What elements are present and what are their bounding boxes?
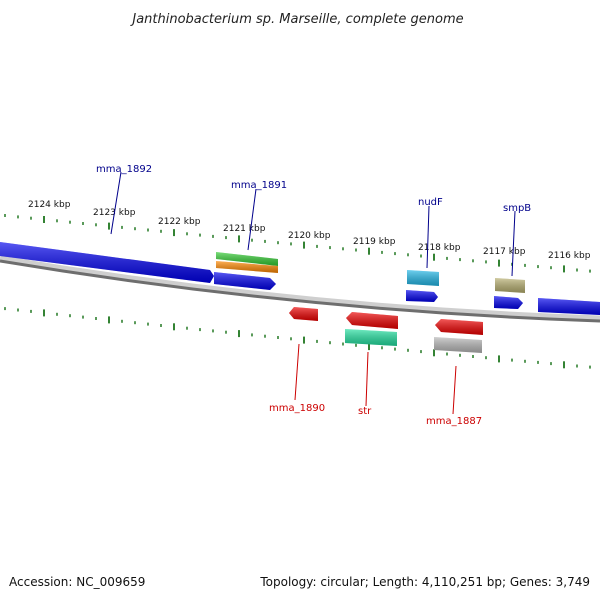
scale-label-2116: 2116 kbp	[548, 251, 591, 261]
label-connector-nudf	[426, 205, 430, 269]
label-connector-mma-1892	[110, 171, 122, 235]
scale-label-2117: 2117 kbp	[483, 247, 526, 257]
forward-scale-ticks	[4, 214, 591, 273]
label-connector-mma-1887	[452, 365, 457, 415]
scale-label-2120: 2120 kbp	[288, 231, 331, 241]
label-connector-mma-1890	[294, 343, 300, 401]
scale-label-2118: 2118 kbp	[418, 243, 461, 253]
label-connector-str	[365, 351, 369, 407]
gene-label-mma-1891[interactable]: mma_1891	[231, 180, 287, 191]
scale-label-2122: 2122 kbp	[158, 217, 201, 227]
label-connector-mma-1891	[247, 188, 257, 251]
gene-label-mma-1892[interactable]: mma_1892	[96, 164, 152, 175]
accession-text: Accession: NC_009659	[9, 575, 145, 589]
reverse-scale-ticks	[4, 307, 591, 369]
map-title: Janthinobacterium sp. Marseille, complet…	[129, 12, 463, 27]
scale-label-2119: 2119 kbp	[353, 237, 396, 247]
genome-summary-text: Topology: circular; Length: 4,110,251 bp…	[259, 575, 590, 589]
gene-label-smpb[interactable]: smpB	[503, 203, 531, 214]
gene-label-mma-1887[interactable]: mma_1887	[426, 416, 482, 427]
genome-backbone-shadow	[0, 255, 600, 321]
scale-label-2121: 2121 kbp	[223, 224, 266, 234]
gene-label-mma-1890[interactable]: mma_1890	[269, 403, 325, 414]
label-connector-smpb	[511, 210, 516, 277]
genome-backbone	[0, 259, 600, 323]
gene-label-nudf[interactable]: nudF	[418, 197, 443, 208]
gene-label-str[interactable]: str	[358, 406, 372, 417]
scale-label-2124: 2124 kbp	[28, 200, 71, 210]
